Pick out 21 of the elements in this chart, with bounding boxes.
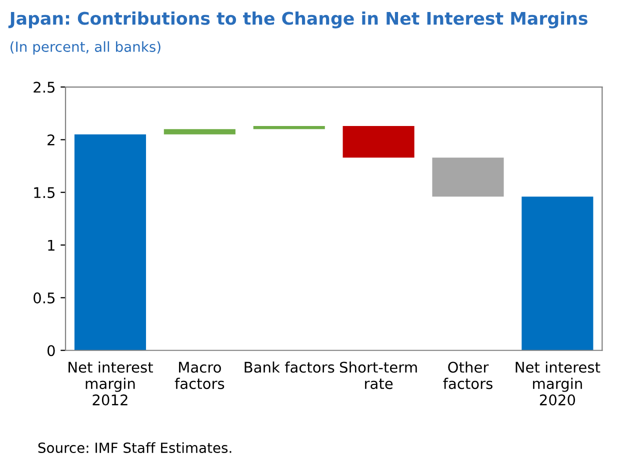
bar	[342, 126, 414, 158]
y-tick-label: 2.5	[34, 82, 55, 93]
x-tick-label: Net interest margin 2012	[68, 361, 153, 406]
bar	[74, 134, 146, 350]
y-tick-label: 1	[48, 240, 54, 251]
bar	[522, 196, 594, 350]
y-tick-label: 0.5	[34, 292, 55, 304]
y-tick-label: 0	[47, 345, 55, 356]
y-tick-label: 1.5	[34, 187, 55, 198]
bar	[253, 126, 325, 130]
chart-subtitle: (In percent, all banks)	[10, 41, 160, 55]
bar	[432, 158, 504, 197]
x-tick-label: Bank factors	[244, 361, 334, 373]
chart-title: Japan: Contributions to the Change in Net Interest Margins	[8, 11, 588, 28]
x-tick-label: Short-term rate	[340, 361, 417, 390]
x-tick-label: Macro factors	[174, 362, 224, 390]
x-tick-label: Other factors	[443, 361, 492, 390]
x-tick-label: Net interest margin 2020	[516, 361, 600, 406]
source-note: Source: IMF Staff Estimates.	[38, 442, 232, 454]
y-tick-label: 2	[48, 134, 54, 146]
bar	[164, 129, 236, 134]
